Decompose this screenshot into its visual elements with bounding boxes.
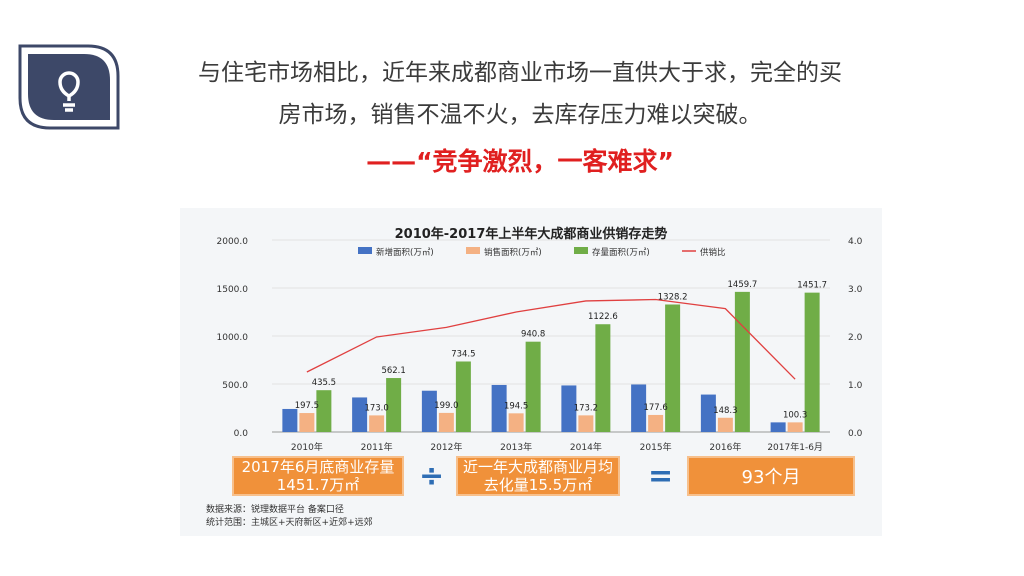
x-tick-label: 2017年1-6月 (767, 441, 823, 453)
bar (438, 412, 454, 432)
ratio-line (306, 298, 796, 380)
legend-swatch (358, 247, 372, 254)
heading-line-1: 与住宅市场相比，近年来成都商业市场一直供大于求，完全的买 (198, 60, 842, 86)
data-label: 1451.7 (797, 281, 827, 291)
data-label: 173.2 (574, 403, 598, 413)
absorption-box-line2: 去化量15.5万㎡ (483, 476, 593, 494)
data-label: 734.5 (451, 349, 475, 359)
stock-box-line2: 1451.7万㎡ (276, 476, 360, 494)
data-label: 562.1 (381, 366, 405, 376)
bar (561, 385, 577, 432)
data-label: 148.3 (713, 406, 737, 416)
legend-label: 新增面积(万㎡) (376, 247, 434, 258)
supply-sales-stock-chart: 2010年-2017年上半年大成都商业供销存走势 新增面积(万㎡) 销售面积(万㎡… (217, 226, 863, 453)
y-right-tick-label: 1.0 (848, 381, 863, 391)
slide-heading: 与住宅市场相比，近年来成都商业市场一直供大于求，完全的买 房市场，销售不温不火，… (150, 52, 890, 136)
data-label: 940.8 (521, 330, 545, 340)
bar (631, 384, 647, 432)
axis-ticks: 0.0 500.0 1000.0 1500.0 2000.0 0.0 1.0 2.0 3.0 4.… (217, 237, 863, 453)
equals-icon: = (648, 459, 674, 494)
y-right-tick-label: 4.0 (848, 237, 863, 247)
y-right-tick-label: 0.0 (848, 429, 863, 439)
bar (421, 390, 437, 432)
stock-box: 2017年6月底商业存量 1451.7万㎡ (232, 456, 404, 496)
bar (299, 413, 315, 432)
data-label: 173.0 (364, 403, 388, 413)
bar (455, 361, 471, 432)
x-tick-label: 2013年 (500, 441, 532, 453)
data-label: 1459.7 (728, 280, 758, 290)
legend-swatch (466, 247, 480, 254)
legend-label: 存量面积(万㎡) (592, 247, 650, 258)
y-left-tick-label: 2000.0 (217, 237, 249, 247)
heading-line-2: 房市场，销售不温不火，去库存压力难以突破。 (278, 102, 762, 128)
source-line-2: 统计范围：主城区+天府新区+近郊+远郊 (206, 518, 373, 528)
x-tick-label: 2016年 (709, 441, 741, 453)
y-right-tick-label: 3.0 (848, 285, 863, 295)
bar (734, 291, 750, 432)
result-box: 93个月 (687, 456, 855, 496)
x-tick-label: 2012年 (430, 441, 462, 453)
absorption-box-line1: 近一年大成都商业月均 (462, 458, 613, 476)
y-left-tick-label: 500.0 (222, 381, 248, 391)
chart-title: 2010年-2017年上半年大成都商业供销存走势 (395, 226, 668, 242)
data-label: 1328.2 (658, 292, 688, 302)
bar (665, 304, 681, 432)
quote-text: ——“竞争激烈，一客难求” (366, 147, 674, 176)
source-line-1: 数据来源：锐理数据平台 备案口径 (206, 505, 344, 515)
bar (282, 408, 298, 432)
bar (804, 292, 820, 432)
data-labels: 197.5 173.0 199.0 194.5 173.2 177.6 148.3 100.3… (295, 280, 827, 421)
y-right-tick-label: 2.0 (848, 333, 863, 343)
legend-label: 销售面积(万㎡) (484, 247, 542, 258)
bar (352, 397, 368, 432)
bar (386, 378, 402, 432)
data-label: 435.5 (312, 378, 336, 388)
data-label: 194.5 (504, 401, 528, 411)
bar (787, 422, 803, 432)
divide-icon: ÷ (419, 459, 445, 494)
stock-box-line1: 2017年6月底商业存量 (241, 458, 395, 476)
y-left-tick-label: 1500.0 (217, 285, 249, 295)
data-label: 1122.6 (588, 312, 618, 322)
bar (525, 341, 541, 432)
bar (369, 415, 385, 432)
data-label: 100.3 (783, 410, 807, 420)
chart-legend: 新增面积(万㎡) 销售面积(万㎡) 存量面积(万㎡) 供销比 (358, 247, 726, 258)
y-left-tick-label: 0.0 (234, 429, 249, 439)
bar (578, 415, 594, 432)
y-left-tick-label: 1000.0 (217, 333, 249, 343)
bar (316, 390, 332, 432)
x-tick-label: 2014年 (570, 441, 602, 453)
bar (717, 417, 733, 432)
bar (648, 414, 664, 432)
data-label: 177.6 (643, 403, 667, 413)
bar (700, 394, 716, 432)
bar (770, 422, 786, 432)
legend-swatch (574, 247, 588, 254)
result-value: 93个月 (741, 467, 801, 488)
x-tick-label: 2011年 (361, 441, 393, 453)
legend-label: 供销比 (700, 247, 726, 258)
x-tick-label: 2010年 (291, 441, 323, 453)
bar (595, 324, 611, 432)
bar (508, 413, 524, 432)
data-label: 197.5 (295, 401, 319, 411)
x-tick-label: 2015年 (640, 441, 672, 453)
bar-series (282, 291, 820, 432)
ratio-line-series (306, 298, 796, 380)
absorption-box: 近一年大成都商业月均 去化量15.5万㎡ (456, 456, 620, 496)
bar (491, 384, 507, 432)
data-label: 199.0 (434, 401, 458, 411)
data-source-note: 数据来源：锐理数据平台 备案口径 统计范围：主城区+天府新区+近郊+远郊 (206, 504, 373, 530)
lightbulb-icon (58, 71, 80, 112)
lightbulb-logo (18, 44, 120, 130)
